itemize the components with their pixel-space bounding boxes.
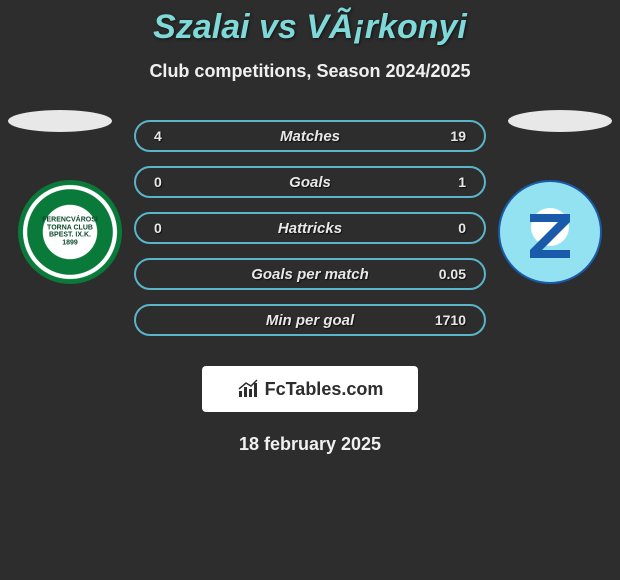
page-title: Szalai vs VÃ¡rkonyi <box>0 8 620 47</box>
club-badge-left <box>18 180 122 284</box>
brand-badge[interactable]: FcTables.com <box>202 366 418 412</box>
comparison-area: 4 Matches 19 0 Goals 1 0 Hattricks 0 Goa… <box>0 120 620 455</box>
brand-text: FcTables.com <box>265 379 384 400</box>
stat-minpergoal: Min per goal 1710 <box>134 304 486 336</box>
date-line: 18 february 2025 <box>0 434 620 455</box>
player-right-head-placeholder <box>508 110 612 132</box>
club-badge-right <box>498 180 602 284</box>
subtitle: Club competitions, Season 2024/2025 <box>0 61 620 82</box>
club-badge-row <box>0 180 620 284</box>
infographic-root: Szalai vs VÃ¡rkonyi Club competitions, S… <box>0 0 620 455</box>
player-left-head-placeholder <box>8 110 112 132</box>
player-head-row <box>0 110 620 132</box>
stat-minpergoal-label: Min per goal <box>214 312 406 329</box>
stat-minpergoal-right: 1710 <box>406 312 466 328</box>
club-badge-right-icon <box>520 202 580 262</box>
bar-chart-icon <box>237 379 259 399</box>
